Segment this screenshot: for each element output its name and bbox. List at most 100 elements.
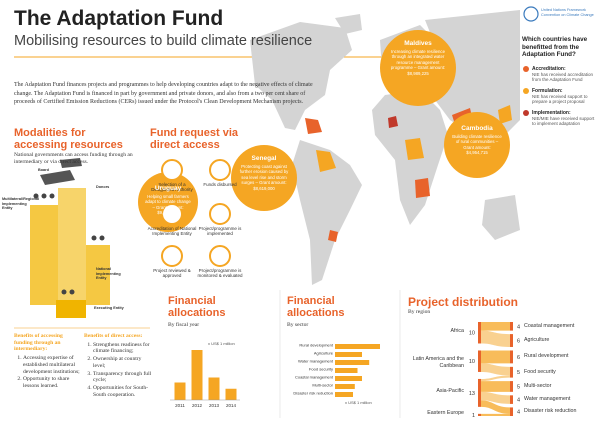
source-node xyxy=(478,378,481,407)
source-label: Asia-Pacific xyxy=(436,387,464,394)
chart-title: Financial allocations xyxy=(287,295,345,319)
y-tick-label: Rural development xyxy=(299,343,333,348)
source-value: 10 xyxy=(469,331,475,337)
y-tick-label: Agriculture xyxy=(314,351,334,356)
y-tick-label: Food security xyxy=(309,367,333,372)
chart-title: Financial allocations xyxy=(168,295,226,319)
step-label: Project/programme is monitored & evaluat… xyxy=(197,268,243,279)
legend-item: Formulation: NIE has received support to … xyxy=(532,88,596,105)
benefit-item: Strengthens readiness for climate financ… xyxy=(93,342,152,355)
title: The Adaptation Fund xyxy=(14,7,224,30)
flow xyxy=(481,391,510,404)
level-label: Multilateral/Regional Implementing Entit… xyxy=(2,197,40,211)
target-value: 6 xyxy=(517,339,520,345)
benefit-item: Opportunities for South-South cooperatio… xyxy=(93,385,152,398)
level-label: National Implementing Entity xyxy=(96,267,121,281)
bar xyxy=(335,392,353,397)
bar xyxy=(335,376,362,381)
target-label: Multi-sector xyxy=(524,382,552,389)
source-label: Latin America and the Caribbean xyxy=(412,356,464,369)
flow xyxy=(481,350,510,364)
flow xyxy=(481,330,510,347)
benefits-list: Strengthens readiness for climate financ… xyxy=(84,342,152,399)
source-value: 10 xyxy=(469,359,475,365)
target-node xyxy=(510,395,513,404)
target-value: 6 xyxy=(517,355,520,361)
callout-text: Building climate resilience of rural com… xyxy=(452,134,502,156)
benefit-item: Ownership at country level; xyxy=(93,356,152,369)
benefits-title: Benefits of direct access: xyxy=(84,333,143,339)
step-label: Funds disbursed xyxy=(203,182,237,187)
source-label: Africa xyxy=(450,327,464,334)
target-label: Agriculture xyxy=(524,337,550,344)
step-icons xyxy=(161,159,231,267)
step-label: Project/programme is implemented xyxy=(198,226,242,237)
source-value: 13 xyxy=(469,391,475,397)
y-tick-label: Disaster risk reduction xyxy=(293,391,333,396)
y-tick-label: Water management xyxy=(298,359,334,364)
callout: Maldives Increasing climate resilience th… xyxy=(390,40,446,76)
legend-label: Accreditation: xyxy=(532,66,566,72)
intro-text: The Adaptation Fund finances projects an… xyxy=(14,82,313,106)
callout: Uruguay Helping small farmers adapt to cl… xyxy=(145,185,191,216)
legend-item: Implementation: NIE/MIE have received sup… xyxy=(532,110,596,127)
callout-bubble xyxy=(138,172,198,232)
flow xyxy=(481,322,510,331)
bar xyxy=(191,350,203,400)
legend-text: NIE has received support to prepare a pr… xyxy=(532,94,588,105)
x-tick-label: 2013 xyxy=(209,403,220,408)
benefits-list: Accessing expertise of established multi… xyxy=(14,355,80,390)
legend-text: NIE/MIE have received support to impleme… xyxy=(532,116,595,127)
legend-swatch xyxy=(523,66,529,72)
target-node xyxy=(510,366,513,378)
callout: Senegal Protecting coast against further … xyxy=(239,155,289,191)
chart-subtitle: By fiscal year xyxy=(168,322,200,328)
y-tick-label: Multi-sector xyxy=(312,383,333,388)
callout-country: Cambodia xyxy=(461,125,493,132)
level-label: Executing Entity xyxy=(94,306,124,310)
callout: Cambodia Building climate resilience of r… xyxy=(452,125,502,156)
legend-swatch xyxy=(523,88,529,94)
target-value: 4 xyxy=(517,324,520,330)
callout-bubble xyxy=(444,112,510,178)
callout-bubble xyxy=(231,145,297,211)
step-label: Accreditation of National Implementing E… xyxy=(147,226,197,237)
callout-text: Protecting coast against further erosion… xyxy=(239,164,289,191)
bar xyxy=(174,382,186,400)
target-label: Water management xyxy=(524,396,571,403)
callout-bubble xyxy=(380,30,456,106)
bar xyxy=(335,368,358,373)
benefits: Benefits of direct access: Strengthens r… xyxy=(84,333,152,399)
legend-item: Accreditation: NIE has received accredita… xyxy=(532,66,596,83)
flow xyxy=(481,400,510,414)
source-label: Eastern Europe xyxy=(427,409,464,416)
stairs-graphic xyxy=(30,158,110,318)
target-node xyxy=(510,334,513,347)
target-value: 5 xyxy=(517,370,520,376)
sidebar-title: Which countries have benefitted from the… xyxy=(522,36,588,59)
target-node xyxy=(510,322,513,331)
bar xyxy=(335,384,355,389)
callout-country: Maldives xyxy=(404,40,432,47)
y-tick-label: Coastal management xyxy=(295,375,334,380)
flow xyxy=(481,363,510,376)
step-label: Selection of a Designated Authority xyxy=(151,182,193,193)
legend-label: Formulation: xyxy=(532,88,563,94)
chart-title: Project distribution xyxy=(408,295,519,309)
target-value: 5 xyxy=(517,384,520,390)
legend-label: Implementation: xyxy=(532,110,571,116)
section-heading: Modalities for accessing resources xyxy=(14,127,123,151)
chart-subtitle: By region xyxy=(408,309,431,315)
unit-label: x US$ 1 million xyxy=(345,400,372,405)
target-label: Coastal management xyxy=(524,322,575,329)
bar xyxy=(335,352,362,357)
step-label: Project reviewed & approved xyxy=(153,268,191,279)
callout-country: Senegal xyxy=(251,155,277,162)
level-label: Donors xyxy=(96,185,110,189)
bar xyxy=(225,388,237,400)
x-tick-label: 2011 xyxy=(175,403,185,408)
sidebar-bg xyxy=(520,0,599,150)
legend-swatch xyxy=(523,110,529,116)
bar xyxy=(335,360,370,365)
